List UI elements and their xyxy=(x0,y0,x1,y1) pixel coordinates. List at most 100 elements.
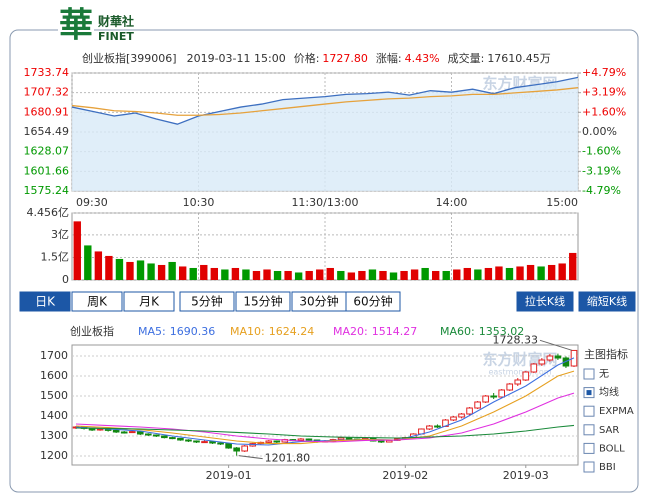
x-tick-label: 2019-02 xyxy=(382,469,428,482)
checkbox[interactable] xyxy=(583,424,595,436)
candle-body xyxy=(482,395,489,403)
price: 1727.80 xyxy=(322,52,368,65)
volume-bar xyxy=(442,270,450,280)
candle-body xyxy=(241,445,248,452)
legend-value: 1353.02 xyxy=(479,325,525,338)
button-label[interactable]: 拉长K线 xyxy=(525,294,565,308)
ma-line xyxy=(75,370,575,445)
candle-body xyxy=(273,440,281,443)
change-label: 涨幅: xyxy=(376,52,402,65)
high-label: 1728.33 xyxy=(492,333,538,346)
tab-label[interactable]: 5分钟 xyxy=(191,294,223,309)
button[interactable] xyxy=(516,291,574,312)
volume-bar xyxy=(453,269,461,280)
indicator-title: 主图指标 xyxy=(584,347,628,361)
price-label: 价格: xyxy=(294,51,320,65)
x-tick-label: 2019-01 xyxy=(206,469,252,482)
indicator-option[interactable]: SAR xyxy=(599,425,619,436)
tab-label[interactable]: 日K xyxy=(35,295,56,309)
tab[interactable] xyxy=(71,291,123,312)
volume-bar xyxy=(358,270,366,280)
volume-bar xyxy=(463,267,472,280)
checkbox[interactable] xyxy=(583,442,595,454)
price-line xyxy=(71,87,579,116)
candle-body xyxy=(297,438,305,441)
indicator-option[interactable]: 均线 xyxy=(599,386,619,399)
tab-label[interactable]: 月K xyxy=(139,295,160,309)
candle-body xyxy=(426,425,433,430)
candle-body xyxy=(474,401,481,409)
indicator-option[interactable]: BOLL xyxy=(599,443,625,454)
legend-entry: MA5: 1690.36 xyxy=(138,325,215,338)
legend-name: MA10: xyxy=(230,325,265,338)
ma-line xyxy=(75,392,575,443)
tab-label[interactable]: 30分钟 xyxy=(299,294,338,309)
checkbox[interactable] xyxy=(583,461,595,473)
candle-body xyxy=(201,441,208,444)
tab-label[interactable]: 60分钟 xyxy=(353,294,392,309)
watermark: 东方财富网 xyxy=(482,351,557,369)
volume-bar xyxy=(178,266,187,280)
volume-bar xyxy=(210,267,219,280)
tab[interactable] xyxy=(123,291,175,312)
button[interactable] xyxy=(578,291,636,312)
candle-body xyxy=(136,431,144,435)
candle-body xyxy=(144,433,152,436)
volume-bar xyxy=(305,270,313,280)
candle-body xyxy=(233,447,240,452)
indicator-option[interactable]: BBI xyxy=(599,462,616,473)
volume-bar xyxy=(73,221,81,280)
y2-tick-label: 0.00% xyxy=(582,125,617,138)
volume-bar xyxy=(157,264,166,280)
checkbox[interactable] xyxy=(583,368,595,380)
tab[interactable] xyxy=(345,291,401,312)
candle-body xyxy=(337,437,345,441)
volume-bar xyxy=(263,269,271,280)
volume-bar xyxy=(126,261,134,280)
y-tick-label: 1500 xyxy=(40,389,68,402)
volume-bar xyxy=(316,269,324,280)
y-tick-label: 1.5亿 xyxy=(41,250,70,263)
checkbox[interactable] xyxy=(583,405,595,417)
candle-body xyxy=(305,438,313,441)
candle-body xyxy=(217,442,224,445)
legend-value: 1624.24 xyxy=(269,325,315,338)
header-info: 创业板指[399006] 2019-03-11 15:00 价格: 1727.80 涨幅… xyxy=(82,51,551,65)
tab-label[interactable]: 15分钟 xyxy=(243,294,282,309)
volume-bar xyxy=(400,270,408,280)
plot-area xyxy=(71,344,579,466)
volume-bar xyxy=(242,269,250,280)
button-label[interactable]: 缩短K线 xyxy=(587,294,627,308)
volume-bar xyxy=(337,270,345,280)
volume-bar xyxy=(294,272,303,280)
candle-body xyxy=(209,441,216,444)
volume-bar xyxy=(94,251,103,280)
indicator-option[interactable]: 无 xyxy=(599,369,609,380)
y-tick-label: 1300 xyxy=(40,429,68,442)
tab[interactable] xyxy=(179,291,235,312)
volume-bar xyxy=(136,260,145,280)
x-tick-label: 11:30/13:00 xyxy=(291,196,358,209)
tab[interactable] xyxy=(19,291,71,312)
price-line xyxy=(71,76,579,125)
indicator-option[interactable]: EXPMA xyxy=(599,406,634,417)
tab-label[interactable]: 周K xyxy=(87,295,108,309)
tab[interactable] xyxy=(235,291,291,312)
volume-bar xyxy=(347,272,356,280)
candle-body xyxy=(490,395,497,398)
x-tick-label: 10:30 xyxy=(183,196,215,209)
ma-line xyxy=(76,424,575,439)
high-arrow xyxy=(539,339,573,351)
volume: 17610.45万 xyxy=(487,52,551,65)
volume-bar xyxy=(421,267,429,280)
candle-body xyxy=(161,435,168,439)
logo-name: 财華社 xyxy=(97,14,134,29)
y-tick-label: 1200 xyxy=(40,449,68,462)
candle-body xyxy=(538,359,546,365)
volume-bar xyxy=(284,270,292,280)
price-area xyxy=(72,77,578,191)
y2-tick-label: -3.19% xyxy=(582,164,621,177)
volume-bar xyxy=(84,245,92,280)
